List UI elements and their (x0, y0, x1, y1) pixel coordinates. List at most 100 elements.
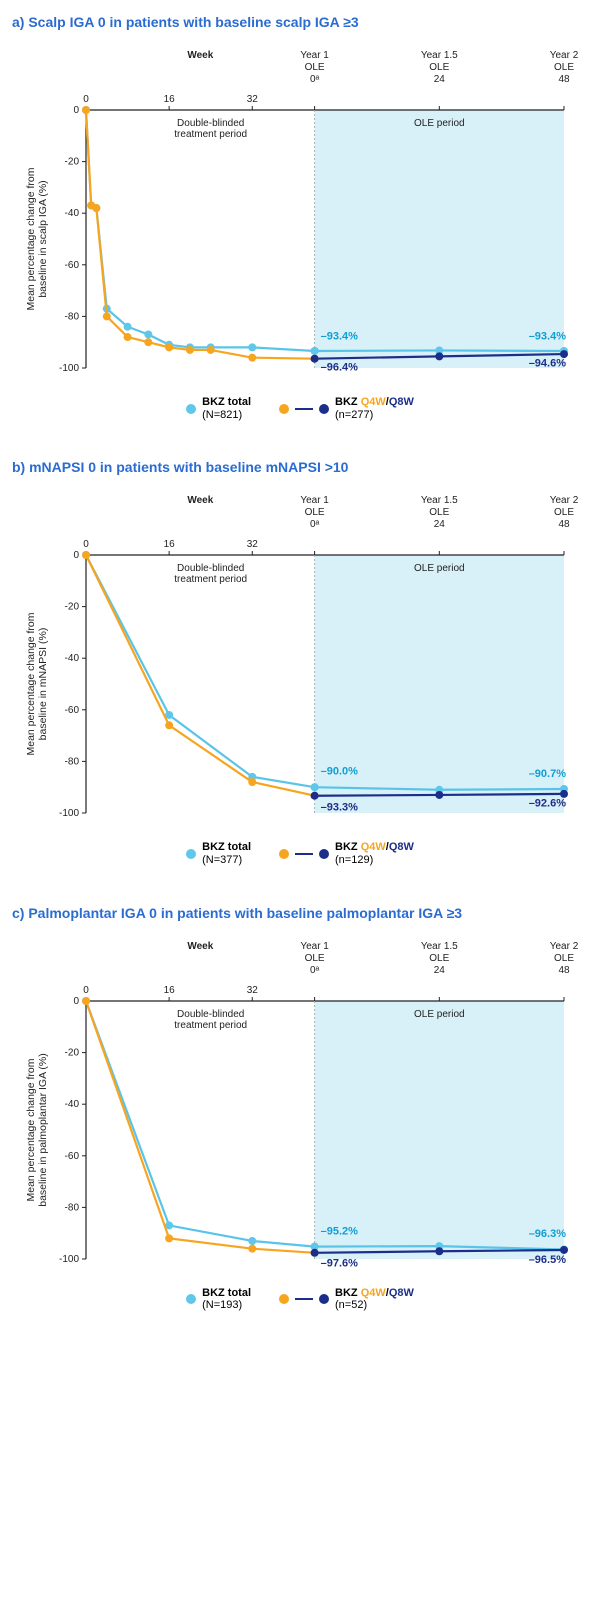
legend-arm-pre: BKZ (335, 396, 361, 408)
legend-arm-q4w: Q4W (361, 396, 386, 408)
series-arm-marker (186, 346, 194, 354)
legend-text-total: BKZ total(N=821) (202, 396, 251, 421)
y-tick-label: -40 (65, 208, 80, 219)
series-arm-marker (560, 1246, 568, 1254)
legend-dot-q4w (279, 849, 289, 859)
series-total-marker (248, 1237, 256, 1245)
top-ole-num: 24 (434, 519, 446, 530)
period-left-label: Double-blindedtreatment period (174, 1009, 247, 1031)
value-label: –90.7% (529, 768, 567, 780)
y-tick-label: -100 (59, 363, 79, 374)
panel-c: c) Palmoplantar IGA 0 in patients with b… (12, 905, 588, 1312)
x-tick-label: 0 (83, 985, 89, 996)
value-label: –95.2% (321, 1225, 359, 1237)
legend: BKZ total(N=377) BKZ Q4W/Q8W(n=129) (12, 841, 588, 866)
legend-arm-q8w: Q8W (389, 1287, 414, 1299)
top-ole-num: 48 (558, 965, 570, 976)
legend-arm-q8w: Q8W (389, 841, 414, 853)
chart-c: 0-20-40-60-80-10001632WeekYear 1OLE0ᵃYea… (20, 937, 580, 1277)
value-label: –96.4% (321, 362, 359, 374)
x-tick-label: 0 (83, 94, 89, 105)
top-year-label: Year 2 (550, 495, 579, 506)
legend-total-n: (N=377) (202, 854, 251, 867)
chart-wrap: 0-20-40-60-80-10001632WeekYear 1OLE0ᵃYea… (20, 937, 580, 1277)
legend-arm-n: (n=52) (335, 1299, 414, 1312)
period-right-label: OLE period (414, 118, 465, 129)
legend-item-total: BKZ total(N=377) (186, 841, 251, 866)
top-ole-label: OLE (429, 62, 449, 73)
value-label: –94.6% (529, 358, 567, 370)
top-year-label: Year 1.5 (421, 941, 458, 952)
top-ole-num: 0ᵃ (310, 519, 320, 530)
x-tick-label: 16 (164, 539, 176, 550)
x-tick-label: 0 (83, 539, 89, 550)
value-label: –93.4% (529, 331, 567, 343)
legend-total-label: BKZ total (202, 396, 251, 408)
series-arm-marker (82, 551, 90, 559)
y-tick-label: -20 (65, 157, 80, 168)
legend-text-arm: BKZ Q4W/Q8W(n=129) (335, 841, 414, 866)
y-tick-label: -20 (65, 602, 80, 613)
panel-a: a) Scalp IGA 0 in patients with baseline… (12, 14, 588, 421)
legend-item-arm: BKZ Q4W/Q8W(n=277) (279, 396, 414, 421)
legend-arm-q8w: Q8W (389, 396, 414, 408)
top-year-label: Year 1.5 (421, 50, 458, 61)
legend-dot-q8w (319, 849, 329, 859)
legend: BKZ total(N=193) BKZ Q4W/Q8W(n=52) (12, 1287, 588, 1312)
series-arm-marker (311, 355, 319, 363)
legend-item-arm: BKZ Q4W/Q8W(n=52) (279, 1287, 414, 1312)
y-tick-label: -40 (65, 653, 80, 664)
value-label: –96.5% (529, 1253, 567, 1265)
top-ole-label: OLE (305, 953, 325, 964)
x-tick-label: 32 (247, 94, 259, 105)
y-axis-label: Mean percentage change frombaseline in m… (25, 613, 49, 756)
legend-connector (295, 1298, 313, 1300)
legend-total-n: (N=821) (202, 409, 251, 422)
ole-shade (315, 1001, 564, 1259)
legend-text-arm: BKZ Q4W/Q8W(n=277) (335, 396, 414, 421)
top-year-label: Year 2 (550, 50, 579, 61)
period-right-label: OLE period (414, 563, 465, 574)
top-year-label: Year 1.5 (421, 495, 458, 506)
series-arm-marker (124, 333, 132, 341)
legend-total-label: BKZ total (202, 841, 251, 853)
y-tick-label: -80 (65, 757, 80, 768)
y-tick-label: -80 (65, 1202, 80, 1213)
period-right-label: OLE period (414, 1009, 465, 1020)
series-total-marker (124, 323, 132, 331)
y-tick-label: 0 (73, 105, 79, 116)
y-tick-label: -60 (65, 705, 80, 716)
legend-dot-q4w (279, 404, 289, 414)
chart-a: 0-20-40-60-80-10001632WeekYear 1OLE0ᵃYea… (20, 46, 580, 386)
legend-arm-pre: BKZ (335, 841, 361, 853)
legend-total-label: BKZ total (202, 1287, 251, 1299)
series-arm-marker (248, 778, 256, 786)
series-arm-marker (207, 346, 215, 354)
y-tick-label: -20 (65, 1047, 80, 1058)
x-tick-label: 16 (164, 94, 176, 105)
legend-dot-q4w (279, 1294, 289, 1304)
top-week-label: Week (187, 50, 213, 61)
legend-text-arm: BKZ Q4W/Q8W(n=52) (335, 1287, 414, 1312)
top-year-label: Year 1 (300, 495, 329, 506)
series-arm-marker (435, 1247, 443, 1255)
y-tick-label: -40 (65, 1099, 80, 1110)
top-ole-num: 24 (434, 74, 446, 85)
panel-title: a) Scalp IGA 0 in patients with baseline… (12, 14, 588, 30)
top-ole-label: OLE (554, 507, 574, 518)
series-arm-marker (103, 312, 111, 320)
series-arm-marker (165, 1234, 173, 1242)
series-arm-marker (165, 722, 173, 730)
legend-text-total: BKZ total(N=193) (202, 1287, 251, 1312)
chart-wrap: 0-20-40-60-80-10001632WeekYear 1OLE0ᵃYea… (20, 491, 580, 831)
legend-item-total: BKZ total(N=821) (186, 396, 251, 421)
top-ole-num: 48 (558, 74, 570, 85)
x-tick-label: 32 (247, 539, 259, 550)
top-ole-label: OLE (429, 953, 449, 964)
series-arm-marker (248, 1244, 256, 1252)
top-week-label: Week (187, 495, 213, 506)
legend-dot-total (186, 849, 196, 859)
legend-dot-q8w (319, 404, 329, 414)
value-label: –90.0% (321, 766, 359, 778)
top-ole-num: 48 (558, 519, 570, 530)
